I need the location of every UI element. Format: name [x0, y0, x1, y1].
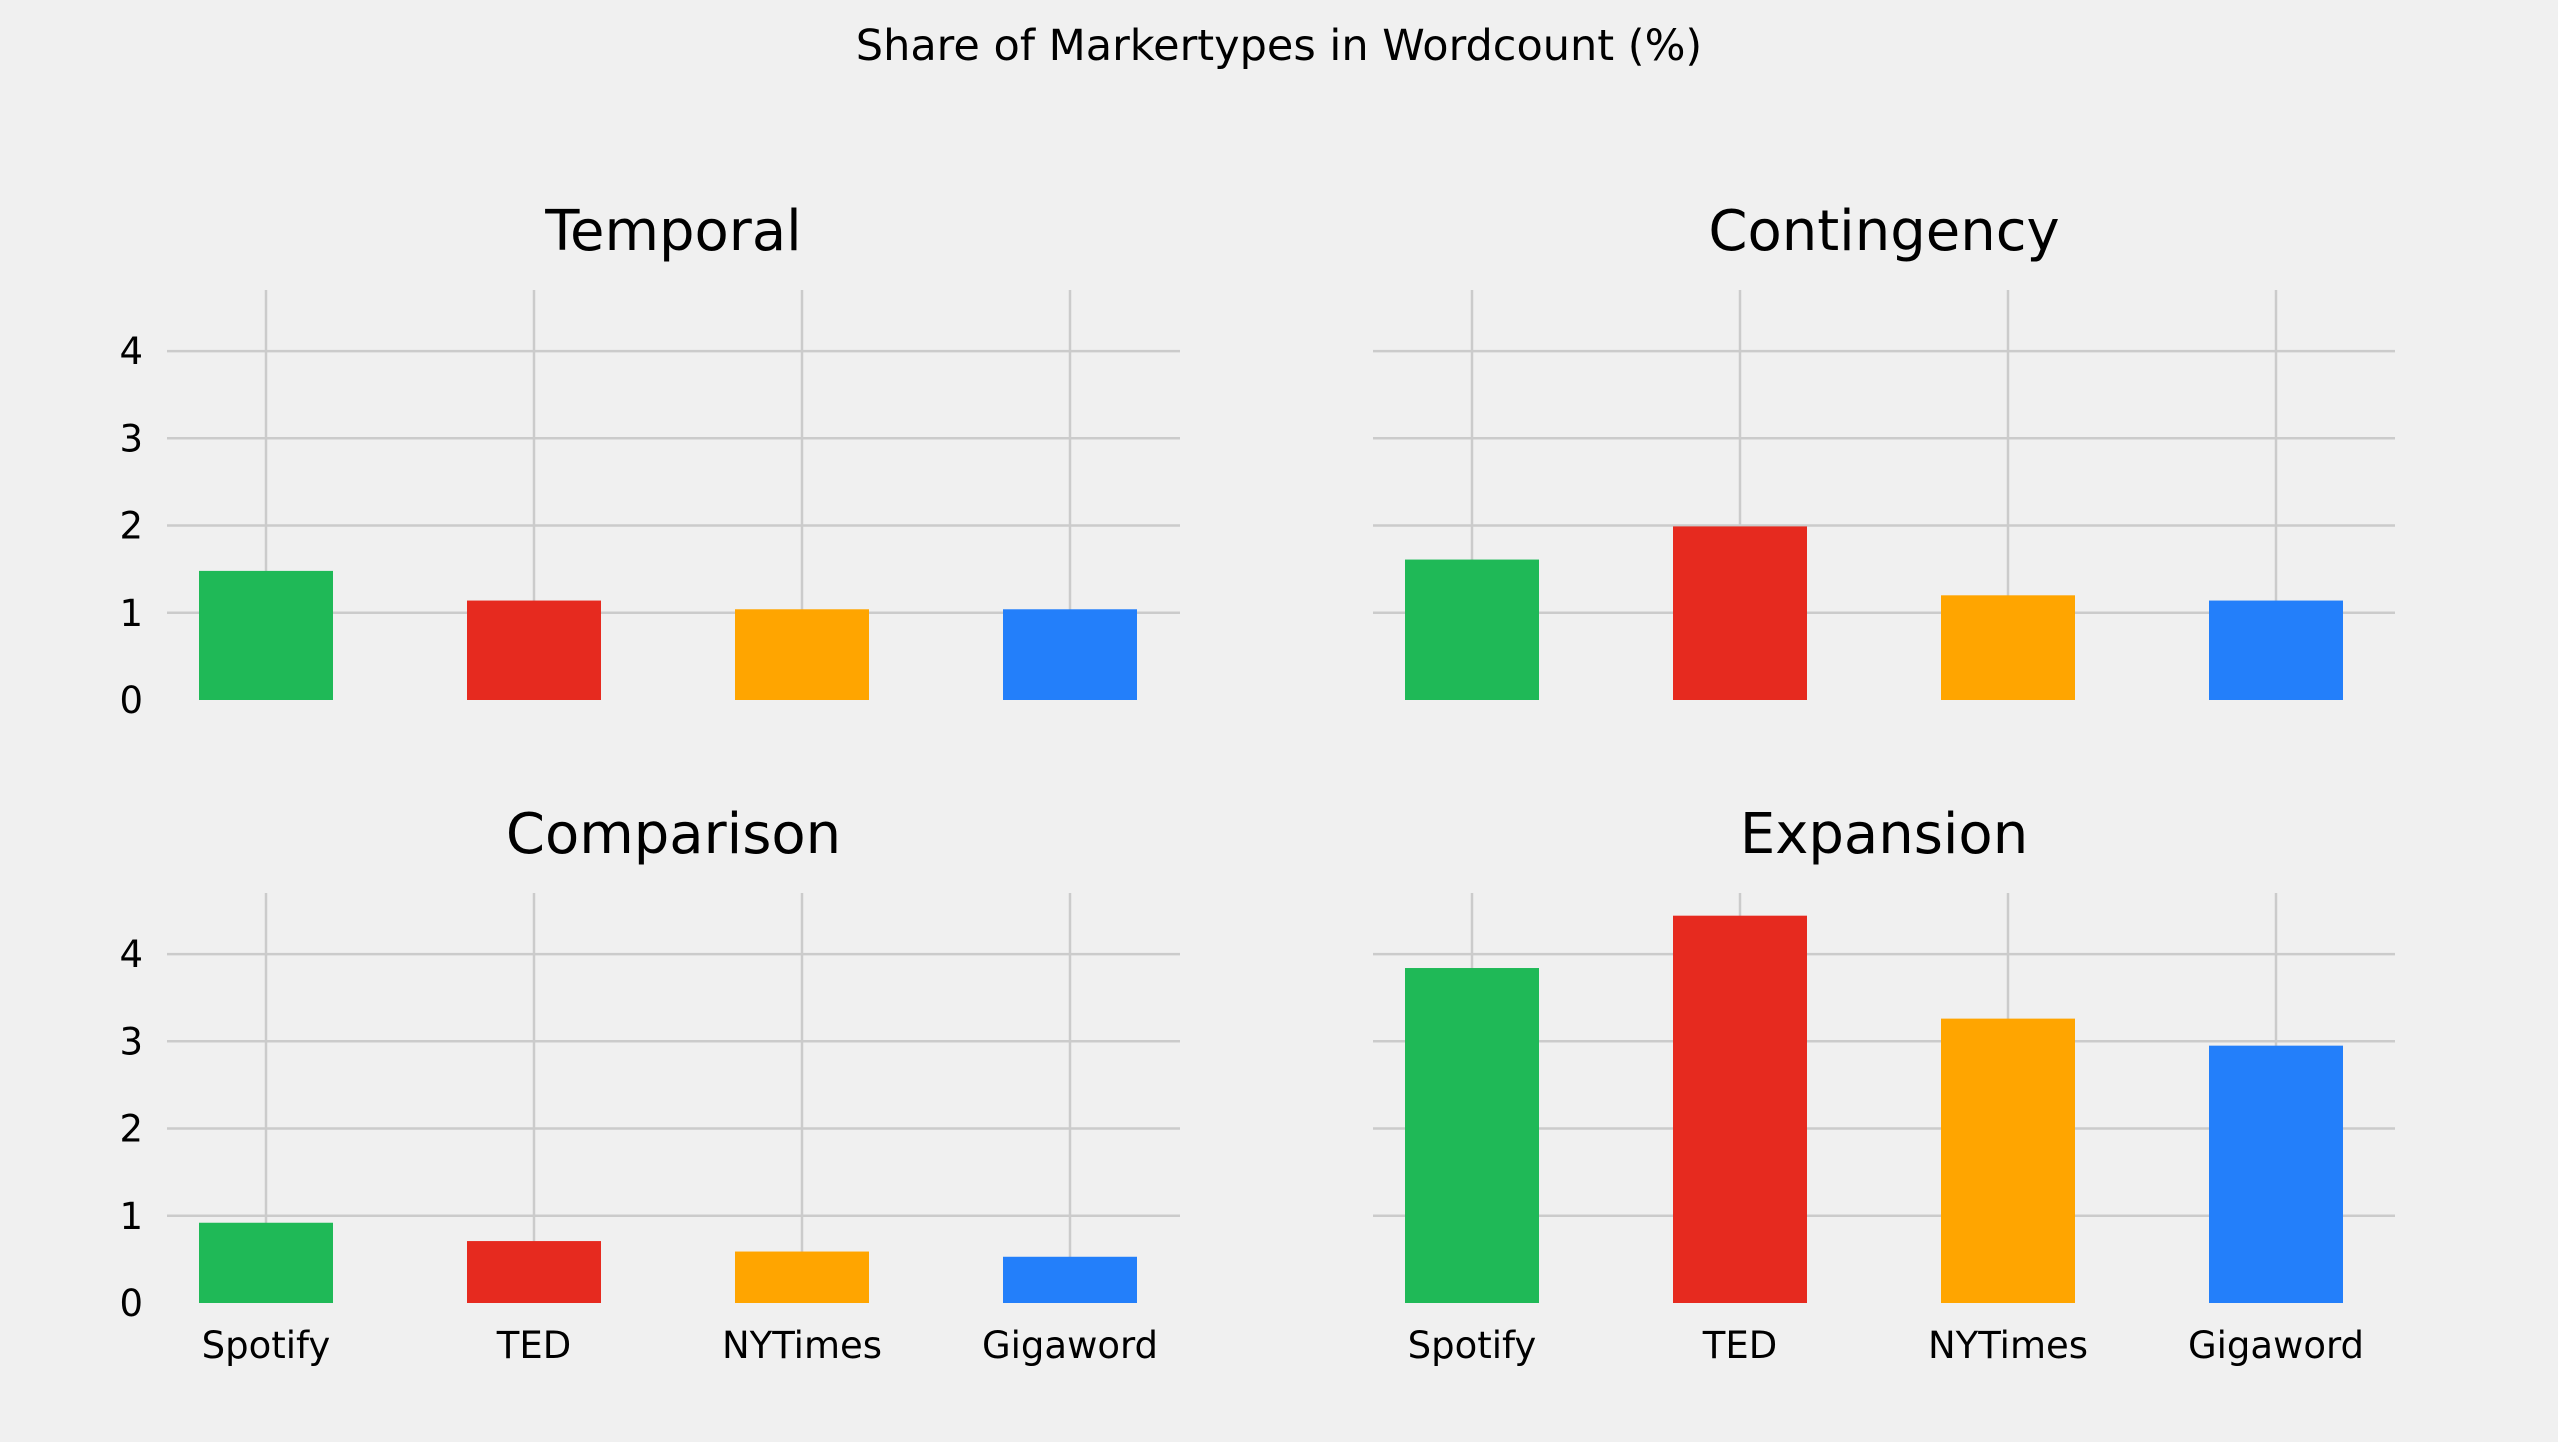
bar-gigaword [1003, 1256, 1137, 1303]
bar-gigaword [1003, 609, 1137, 700]
bar-gigaword [2209, 1045, 2343, 1303]
y-tick-label: 1 [119, 592, 143, 635]
y-tick-label: 2 [119, 505, 143, 548]
y-tick-label: 4 [119, 933, 143, 976]
bar-spotify [1405, 559, 1539, 700]
y-tick-label: 1 [119, 1195, 143, 1238]
y-tick-label: 3 [119, 417, 143, 460]
subplot-expansion: Expansion Spotify TED NYTimes Gigaword [1373, 802, 2395, 1367]
subplot-title: Expansion [1740, 802, 2028, 867]
subplot-temporal: Temporal 0 1 2 3 4 [119, 199, 1180, 722]
bar-ted [467, 1241, 601, 1303]
bar-nytimes [735, 1251, 869, 1303]
bar-nytimes [1941, 595, 2075, 700]
bar-nytimes [735, 609, 869, 700]
y-tick-label: 0 [119, 1282, 143, 1325]
x-tick-label: Spotify [1408, 1324, 1537, 1367]
x-tick-label: TED [1702, 1324, 1777, 1367]
bar-spotify [1405, 968, 1539, 1303]
bar-spotify [199, 1222, 333, 1303]
subplot-comparison: Comparison 0 1 2 3 4 Spotify TED NYTimes Gigaword [119, 802, 1180, 1367]
x-tick-label: NYTimes [1928, 1324, 2088, 1367]
y-tick-label: 3 [119, 1020, 143, 1063]
x-tick-label: Gigaword [2188, 1324, 2364, 1367]
bar-gigaword [2209, 600, 2343, 700]
bar-ted [1673, 526, 1807, 700]
x-tick-label: Gigaword [982, 1324, 1158, 1367]
subplot-title: Temporal [544, 199, 801, 264]
subplot-title: Comparison [506, 802, 841, 867]
bar-nytimes [1941, 1018, 2075, 1303]
bar-ted [1673, 915, 1807, 1303]
y-tick-label: 2 [119, 1108, 143, 1151]
y-tick-label: 4 [119, 330, 143, 373]
x-tick-label: NYTimes [722, 1324, 882, 1367]
bar-ted [467, 600, 601, 700]
x-tick-label: Spotify [202, 1324, 331, 1367]
subplot-title: Contingency [1708, 199, 2059, 264]
x-tick-label: TED [496, 1324, 571, 1367]
subplot-contingency: Contingency [1373, 199, 2395, 700]
bar-spotify [199, 570, 333, 700]
figure-title: Share of Markertypes in Wordcount (%) [856, 21, 1702, 71]
y-tick-label: 0 [119, 679, 143, 722]
